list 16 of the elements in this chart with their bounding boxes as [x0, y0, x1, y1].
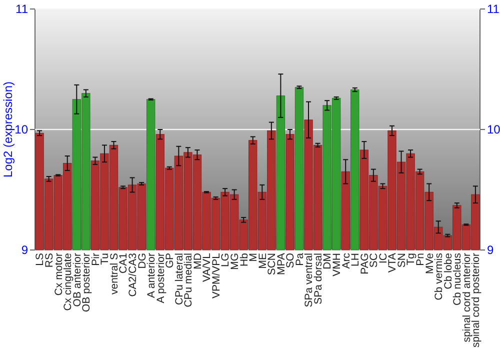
y-tick-label: 10	[14, 122, 28, 137]
y2-tick-label: 10	[487, 122, 500, 137]
x-tick-label: Hb	[238, 252, 250, 266]
x-tick-label: SPa dorsal	[312, 253, 324, 304]
x-tick-label: DM	[322, 253, 334, 270]
x-tick-label: DG	[136, 253, 148, 269]
y-axis-title: Log2 (expression)	[1, 81, 15, 178]
y2-tick-label: 9	[487, 243, 494, 258]
x-tick-label: GP	[164, 253, 176, 268]
x-tick-label: Tg	[405, 252, 418, 266]
y-tick-label: 9	[21, 243, 28, 258]
x-tick-label: MVe	[424, 252, 436, 274]
x-tick-label: Cb lobe	[442, 252, 454, 290]
x-tick-label: spinal cord posterior	[470, 252, 482, 348]
y-tick-label: 11	[16, 2, 28, 16]
y2-tick-label: 11	[487, 2, 500, 16]
